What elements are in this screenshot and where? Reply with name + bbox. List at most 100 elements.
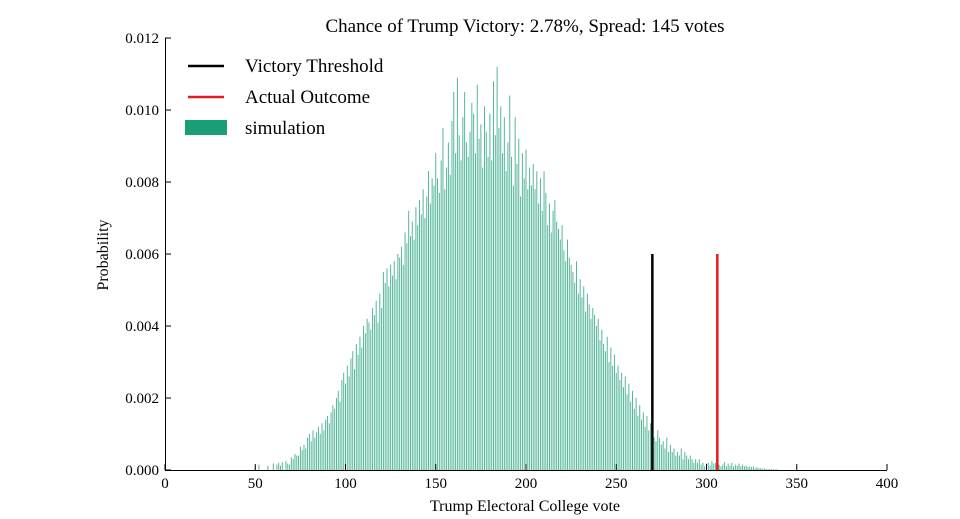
simulation-bar	[361, 347, 363, 470]
simulation-bar	[772, 469, 774, 470]
simulation-bar	[547, 225, 549, 470]
simulation-bar	[722, 464, 724, 470]
simulation-bar	[377, 322, 379, 470]
simulation-bar	[292, 459, 294, 470]
simulation-bar	[615, 372, 617, 470]
simulation-bar	[285, 461, 287, 470]
simulation-bar	[574, 282, 576, 470]
simulation-bar	[516, 164, 518, 470]
simulation-bar	[451, 120, 453, 471]
simulation-bar	[729, 465, 731, 470]
simulation-bar	[702, 462, 704, 470]
simulation-bar	[487, 156, 489, 471]
simulation-bar	[601, 329, 603, 470]
simulation-bar	[552, 210, 554, 471]
simulation-bar	[411, 221, 413, 470]
simulation-bar	[305, 448, 307, 470]
simulation-bar	[483, 106, 485, 471]
simulation-bar	[402, 264, 404, 470]
simulation-bar	[548, 203, 550, 470]
simulation-bar	[541, 210, 543, 471]
simulation-bar	[613, 354, 615, 470]
simulation-bar	[659, 437, 661, 470]
simulation-bar	[559, 239, 561, 470]
simulation-bar	[715, 462, 717, 470]
simulation-bar	[299, 446, 301, 470]
simulation-bar	[518, 138, 520, 471]
simulation-bar	[281, 462, 283, 470]
simulation-bar	[437, 178, 439, 470]
simulation-bar	[435, 153, 437, 470]
simulation-bar	[500, 106, 502, 471]
simulation-bar	[648, 430, 650, 470]
simulation-bar	[696, 462, 698, 470]
simulation-bar	[671, 452, 673, 470]
simulation-bar	[736, 465, 738, 470]
simulation-bar	[709, 465, 711, 470]
simulation-bar	[393, 261, 395, 470]
simulation-bar	[660, 444, 662, 470]
simulation-bar	[557, 228, 559, 470]
simulation-bar	[455, 153, 457, 470]
simulation-bar	[693, 462, 695, 470]
simulation-bar	[588, 304, 590, 470]
simulation-bar	[480, 124, 482, 471]
x-tick-label: 350	[786, 476, 809, 492]
simulation-bar	[621, 372, 623, 470]
simulation-bar	[350, 358, 352, 470]
simulation-bar	[597, 318, 599, 470]
simulation-bar	[456, 77, 458, 470]
x-ticks: 0 50 100 150 200 250 300 350 400	[161, 464, 898, 492]
simulation-bar	[606, 336, 608, 470]
simulation-bar	[399, 257, 401, 470]
simulation-bar	[444, 189, 446, 470]
simulation-bar	[474, 153, 476, 470]
simulation-bar	[603, 344, 605, 470]
simulation-bar	[276, 464, 278, 470]
simulation-bar	[473, 113, 475, 470]
simulation-bar	[496, 66, 498, 471]
simulation-bar	[586, 293, 588, 470]
simulation-bar	[599, 340, 601, 470]
simulation-bar	[355, 344, 357, 470]
simulation-bar	[687, 459, 689, 470]
simulation-bar	[498, 128, 500, 470]
simulation-bar	[482, 167, 484, 470]
simulation-bar	[633, 408, 635, 470]
simulation-bar	[727, 463, 729, 470]
simulation-bar	[583, 286, 585, 470]
simulation-bar	[761, 468, 763, 470]
simulation-bar	[639, 405, 641, 470]
simulation-bar	[711, 461, 713, 470]
x-tick-label: 0	[161, 476, 169, 492]
simulation-bar	[422, 189, 424, 470]
simulation-bar	[368, 322, 370, 470]
simulation-bar	[704, 466, 706, 470]
simulation-bar	[579, 279, 581, 470]
simulation-bar	[408, 210, 410, 471]
x-tick-label: 300	[695, 476, 718, 492]
simulation-bar	[718, 464, 720, 470]
simulation-bar	[646, 416, 648, 470]
simulation-bar	[561, 225, 563, 470]
simulation-bar	[373, 315, 375, 470]
simulation-bar	[505, 171, 507, 470]
legend-label-actual-outcome: Actual Outcome	[245, 87, 370, 108]
x-axis-label: Trump Electoral College vote	[430, 498, 620, 515]
simulation-bar	[756, 467, 758, 470]
simulation-bar	[413, 239, 415, 470]
simulation-bar	[673, 448, 675, 470]
simulation-bar	[258, 464, 260, 470]
y-tick-label: 0.002	[125, 391, 159, 407]
simulation-bar	[507, 142, 509, 470]
y-tick-label: 0.012	[125, 31, 159, 47]
simulation-bar	[545, 192, 547, 471]
simulation-bar	[424, 218, 426, 470]
simulation-bar	[381, 308, 383, 470]
x-tick-label: 400	[876, 476, 899, 492]
simulation-bar	[307, 437, 309, 470]
y-tick-label: 0.006	[125, 247, 159, 263]
simulation-bar	[684, 452, 686, 470]
x-tick-label: 250	[605, 476, 628, 492]
